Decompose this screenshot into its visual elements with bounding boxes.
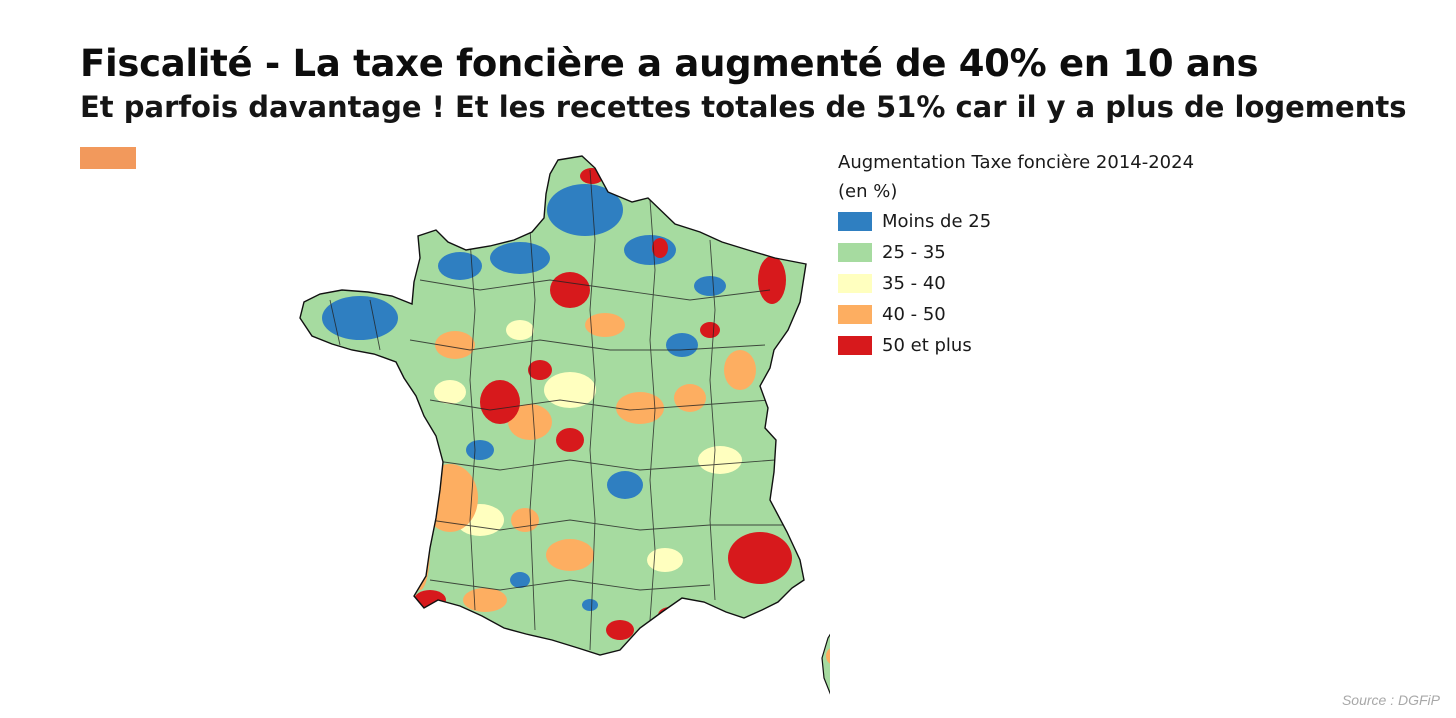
legend-title: Augmentation Taxe foncière 2014-2024 (en… — [838, 148, 1194, 206]
legend-swatch — [838, 274, 872, 293]
legend-swatch — [838, 336, 872, 355]
accent-bar — [80, 147, 136, 169]
choropleth-map — [299, 155, 830, 695]
legend-label: 25 - 35 — [882, 242, 946, 263]
legend-label: 35 - 40 — [882, 273, 946, 294]
legend-item: 25 - 35 — [838, 237, 1194, 268]
legend-item: 50 et plus — [838, 330, 1194, 361]
legend-label: Moins de 25 — [882, 211, 992, 232]
legend-label: 50 et plus — [882, 335, 972, 356]
legend-swatch — [838, 305, 872, 324]
legend-item: 35 - 40 — [838, 268, 1194, 299]
legend-title-line1: Augmentation Taxe foncière 2014-2024 — [838, 152, 1195, 173]
legend-swatch — [838, 212, 872, 231]
legend-item: 40 - 50 — [838, 299, 1194, 330]
legend-swatch — [838, 243, 872, 262]
legend-label: 40 - 50 — [882, 304, 946, 325]
page-title: Fiscalité - La taxe foncière a augmenté … — [80, 42, 1259, 85]
legend-item: Moins de 25 — [838, 206, 1194, 237]
legend-title-line2: (en %) — [838, 181, 898, 202]
map-legend: Augmentation Taxe foncière 2014-2024 (en… — [838, 148, 1194, 361]
source-note: Source : DGFiP — [1341, 692, 1440, 708]
page-subtitle: Et parfois davantage ! Et les recettes t… — [80, 90, 1407, 124]
